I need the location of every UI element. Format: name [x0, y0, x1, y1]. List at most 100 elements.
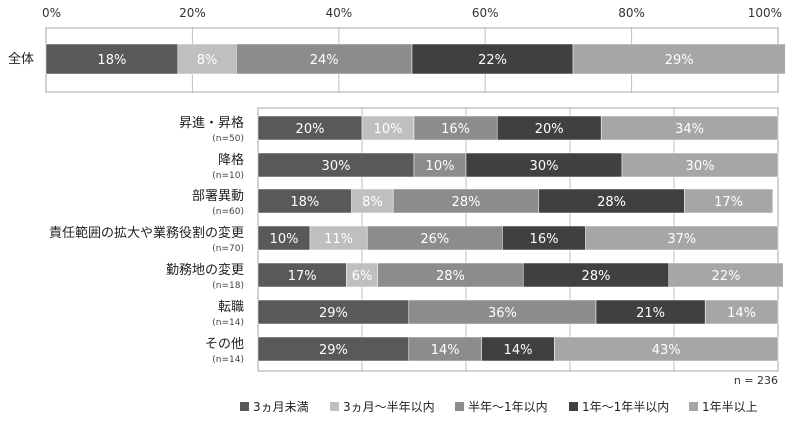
row-sublabel: (n=14)	[212, 318, 244, 328]
row-label: 降格	[218, 152, 244, 168]
data-label: 24%	[310, 53, 339, 68]
data-label: 28%	[452, 195, 481, 210]
data-label: 30%	[686, 159, 715, 174]
legend-label: 半年～1年以内	[468, 400, 548, 414]
x-tick-label: 60%	[472, 6, 499, 20]
bar-segment-5	[684, 188, 774, 214]
x-tick-label: 80%	[618, 6, 645, 20]
bar-segment-4	[538, 188, 685, 214]
data-label: 26%	[420, 232, 449, 247]
data-label: 20%	[296, 122, 325, 137]
row-sublabel: (n=60)	[212, 207, 244, 217]
data-label: 29%	[319, 306, 348, 321]
row-label: 責任範囲の拡大や業務役割の変更	[49, 225, 244, 241]
data-label: 16%	[441, 122, 470, 137]
bar-segment-4	[522, 262, 670, 288]
data-label: 21%	[636, 306, 665, 321]
bar-segment-1	[257, 115, 363, 141]
legend-swatch	[330, 402, 339, 411]
data-label: 18%	[97, 53, 126, 68]
bar-segment-2	[351, 188, 394, 214]
legend-swatch	[455, 402, 464, 411]
data-label: 29%	[665, 53, 694, 68]
data-label: 34%	[675, 122, 704, 137]
row-label: 全体	[8, 51, 34, 67]
row-sublabel: (n=50)	[212, 134, 244, 144]
bar-segment-5	[585, 225, 779, 251]
bar-segment-4	[481, 336, 555, 362]
row-label: その他	[205, 337, 244, 352]
row-sublabel: (n=18)	[212, 281, 244, 291]
data-label: 10%	[374, 122, 403, 137]
data-label: 10%	[270, 232, 299, 247]
legend-swatch	[240, 402, 249, 411]
bar-segment-1	[257, 299, 410, 325]
data-label: 37%	[667, 232, 696, 247]
data-label: 11%	[324, 232, 353, 247]
bar-segment-5	[621, 152, 779, 178]
row-sublabel: (n=70)	[212, 244, 244, 254]
data-label: 30%	[530, 159, 559, 174]
bar-segment-4	[465, 152, 623, 178]
data-label: 28%	[597, 195, 626, 210]
data-label: 29%	[319, 343, 348, 358]
bar-segment-4	[411, 43, 574, 75]
row-label: 転職	[218, 300, 244, 315]
data-label: 17%	[288, 269, 317, 284]
data-label: 8%	[362, 195, 383, 210]
legend-label: 3ヵ月未満	[253, 400, 309, 414]
data-label: 43%	[652, 343, 681, 358]
data-label: 17%	[714, 195, 743, 210]
data-label: 18%	[290, 195, 319, 210]
sample-size-note: n = 236	[734, 374, 778, 387]
legend-label: 3ヵ月～半年以内	[343, 400, 435, 414]
bar-segment-2	[309, 225, 368, 251]
row-label: 勤務地の変更	[166, 262, 244, 278]
bar-segment-3	[366, 225, 503, 251]
x-tick-label: 0%	[42, 6, 61, 20]
bar-segment-1	[257, 336, 410, 362]
bar-segment-5	[704, 299, 779, 325]
legend-label: 1年～1年半以内	[582, 400, 669, 414]
row-sublabel: (n=14)	[212, 355, 244, 365]
bar-segment-3	[408, 299, 597, 325]
row-label: 昇進・昇格	[179, 115, 244, 131]
data-label: 10%	[426, 159, 455, 174]
bar-segment-1	[257, 225, 311, 251]
bar-segment-5	[600, 115, 779, 141]
bar-segment-5	[554, 336, 779, 362]
bar-segment-1	[257, 262, 347, 288]
bar-segment-5	[572, 43, 786, 75]
legend-swatch	[569, 402, 578, 411]
bar-segment-2	[361, 115, 415, 141]
data-label: 30%	[322, 159, 351, 174]
x-tick-label: 100%	[748, 6, 782, 20]
data-label: 6%	[352, 269, 373, 284]
data-label: 16%	[530, 232, 559, 247]
legend-label: 1年半以上	[702, 400, 758, 414]
bar-segment-1	[257, 152, 415, 178]
x-tick-label: 20%	[179, 6, 206, 20]
data-label: 22%	[478, 53, 507, 68]
row-sublabel: (n=10)	[212, 171, 244, 181]
x-tick-label: 40%	[325, 6, 352, 20]
data-label: 20%	[535, 122, 564, 137]
row-label: 部署異動	[192, 189, 244, 204]
data-label: 8%	[197, 53, 218, 68]
data-label: 14%	[504, 343, 533, 358]
data-label: 22%	[712, 269, 741, 284]
bar-segment-3	[413, 152, 467, 178]
data-label: 14%	[431, 343, 460, 358]
bar-segment-1	[45, 43, 179, 75]
bar-segment-4	[496, 115, 602, 141]
bar-segment-5	[668, 262, 784, 288]
data-label: 28%	[582, 269, 611, 284]
data-label: 14%	[727, 306, 756, 321]
bar-segment-2	[177, 43, 237, 75]
data-label: 28%	[436, 269, 465, 284]
legend-swatch	[689, 402, 698, 411]
bar-segment-1	[257, 188, 352, 214]
bar-segment-3	[413, 115, 498, 141]
